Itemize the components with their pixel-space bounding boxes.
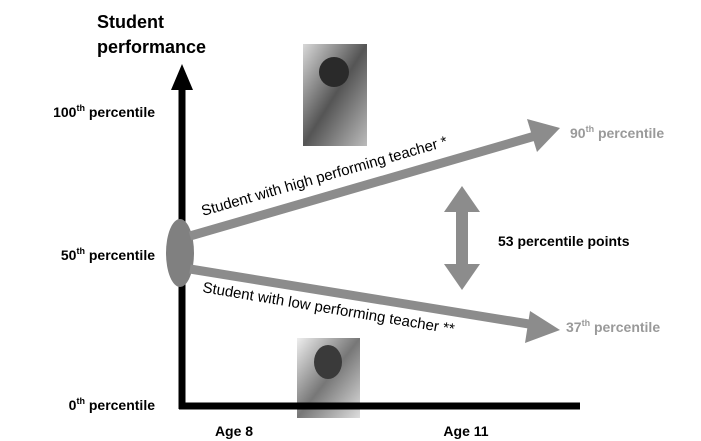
low-arrowhead bbox=[525, 311, 560, 343]
x-label: Age 11 bbox=[443, 423, 488, 439]
x-label: Age 8 bbox=[215, 423, 253, 439]
y-label-number: 50 bbox=[61, 247, 77, 263]
outcome-label: 90th percentile bbox=[570, 124, 664, 141]
y-axis-arrowhead bbox=[171, 64, 193, 90]
y-label: 0th percentile bbox=[69, 396, 156, 413]
y-label-number: 0 bbox=[69, 397, 77, 413]
gap-label: 53 percentile points bbox=[498, 233, 630, 249]
outcome-text: percentile bbox=[594, 125, 664, 141]
y-label-suffix: th bbox=[76, 246, 85, 256]
high-path-label: Student with high performing teacher * bbox=[199, 133, 449, 220]
start-point bbox=[166, 219, 194, 287]
y-label-text: percentile bbox=[85, 397, 155, 413]
y-label: 100th percentile bbox=[53, 103, 155, 120]
title-line: Student bbox=[97, 12, 164, 32]
gap-arrowhead bbox=[444, 186, 480, 212]
outcome-suffix: th bbox=[582, 318, 591, 328]
y-label-number: 100 bbox=[53, 104, 77, 120]
y-label-suffix: th bbox=[76, 103, 85, 113]
y-label: 50th percentile bbox=[61, 246, 155, 263]
outcome-number: 37 bbox=[566, 319, 582, 335]
y-label-text: percentile bbox=[85, 104, 155, 120]
low-arrow bbox=[189, 264, 536, 330]
title-line: performance bbox=[97, 37, 206, 57]
outcome-suffix: th bbox=[586, 124, 595, 134]
outcome-label: 37th percentile bbox=[566, 318, 660, 335]
gap-arrowhead bbox=[444, 264, 480, 290]
high-arrow bbox=[188, 131, 537, 241]
outcome-text: percentile bbox=[590, 319, 660, 335]
photo-detail bbox=[314, 345, 342, 379]
outcome-number: 90 bbox=[570, 125, 586, 141]
high-arrowhead bbox=[527, 119, 560, 152]
photo-detail bbox=[319, 57, 349, 87]
y-label-suffix: th bbox=[76, 396, 85, 406]
y-label-text: percentile bbox=[85, 247, 155, 263]
